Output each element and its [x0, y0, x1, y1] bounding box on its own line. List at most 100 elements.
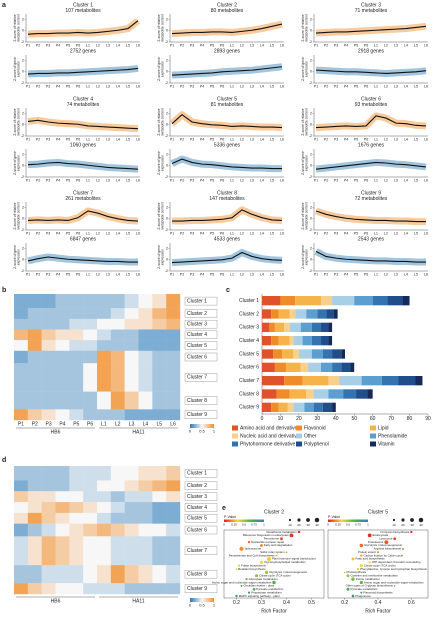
y-tick-label: -2 [309, 228, 312, 232]
x-tick-label: P5 [210, 231, 214, 235]
x-tick-label: L2 [384, 272, 388, 276]
term-label: Betalain biosynthesis [238, 567, 266, 571]
category-label: Cluster 4 [239, 338, 259, 344]
x-tick-label: P4 [344, 272, 348, 276]
heatmap-cell [69, 502, 84, 514]
heatmap-cell [55, 363, 70, 392]
group-label: HA11 [132, 598, 144, 604]
heatmap-cell [138, 350, 153, 364]
heatmap-cell [14, 466, 29, 481]
x-tick-label: P5 [66, 84, 70, 88]
term-label: Glycolysis / Gluconeogenesis [269, 570, 307, 574]
x-tick-label: P6 [220, 178, 224, 182]
term-label: Protein export [358, 550, 376, 554]
y-axis-label: metabolite content [17, 108, 21, 136]
cluster-title: Cluster 5 [217, 96, 237, 102]
enrichment-dot [376, 551, 380, 554]
heatmap-cell [124, 318, 139, 330]
bar-segment [284, 376, 303, 386]
bar-segment [276, 389, 290, 399]
heatmap-cell [110, 523, 125, 537]
x-tick-label: L2 [384, 43, 388, 47]
heatmap-cell [124, 409, 139, 421]
size-legend-label: 20 [401, 523, 405, 527]
heatmap-cell [41, 308, 56, 320]
term-label: Arginine biosynthesis [374, 547, 402, 551]
x-tick-label: P3 [46, 43, 50, 47]
x-tick-label: L3 [106, 178, 110, 182]
legend-label: Phytohormone derivative [240, 441, 296, 447]
heatmap-cell [166, 350, 181, 364]
legend-swatch [296, 433, 302, 439]
x-tick-label: L1 [374, 231, 378, 235]
bar-segment [293, 402, 305, 412]
x-tick-label: P6 [76, 84, 80, 88]
enrichment-dot [367, 533, 372, 538]
x-tick-label: P5 [354, 272, 358, 276]
x-tick-label: P5 [66, 137, 70, 141]
x-tick-label: L3 [394, 272, 398, 276]
y-axis-label: metabolite content [161, 108, 165, 136]
x-tick-label: P2 [180, 231, 184, 235]
metabolite-count: 71 metabolites [355, 8, 388, 14]
heatmap-cell [55, 466, 70, 481]
x-tick-label: P2 [324, 137, 328, 141]
bar-segment [354, 296, 373, 306]
profile-mean [27, 210, 139, 222]
pvalue-tick-label: 1 [263, 522, 265, 526]
x-tick-label: P2 [180, 178, 184, 182]
x-tick-label: P3 [334, 178, 338, 182]
x-tick-label: 50 [351, 416, 357, 422]
x-tick-label: L2 [96, 84, 100, 88]
enrichment-dot [245, 578, 248, 581]
x-tick-label: L3 [394, 231, 398, 235]
x-tick-label: P3 [46, 231, 50, 235]
x-tick-label: P1 [26, 84, 30, 88]
x-tick-label: P6 [220, 43, 224, 47]
legend-label: Flavonoid [304, 425, 326, 431]
category-label: Cluster 3 [239, 325, 259, 331]
x-tick-label: L2 [384, 178, 388, 182]
bar-segment [280, 296, 296, 306]
x-tick-label: L1 [86, 178, 90, 182]
heatmap-cell [166, 294, 181, 309]
y-tick-label: -2 [309, 175, 312, 179]
heatmap-cell [97, 583, 112, 595]
x-tick-label: L6 [136, 231, 140, 235]
bar-segment [356, 389, 368, 399]
x-tick-label: L6 [424, 178, 428, 182]
heatmap-cell [124, 502, 139, 514]
heatmap-cell [97, 308, 112, 320]
term-label: Plant hormone signal transduction [272, 557, 316, 561]
x-tick-label: L5 [414, 84, 418, 88]
heatmap-cell [41, 340, 56, 351]
heatmap-cell [41, 409, 56, 421]
heatmap-cell [97, 491, 112, 503]
profile-mean [315, 69, 427, 75]
x-tick-label: L1 [230, 43, 234, 47]
cluster-label: Cluster 8 [187, 398, 207, 404]
heatmap-cell [14, 294, 29, 309]
heatmap-cell [27, 583, 42, 595]
cluster-label: Cluster 4 [187, 332, 207, 338]
x-tick-label: L4 [116, 272, 120, 276]
heatmap-cell [41, 329, 56, 341]
y-tick-label: 2 [310, 18, 312, 22]
x-tick-label: P2 [36, 137, 40, 141]
pvalue-tick-label: 0.25 [231, 522, 237, 526]
term-label: Lysosome [379, 537, 392, 541]
heatmap-cell [97, 466, 112, 481]
gene-count: 2543 genes [358, 236, 385, 242]
plot-frame [327, 529, 429, 599]
heatmap-cell [83, 583, 98, 595]
x-tick-label: P5 [210, 43, 214, 47]
x-tick-label: L3 [250, 43, 254, 47]
heatmap-cell [27, 363, 42, 392]
heatmap-cell [69, 491, 84, 503]
legend-swatch [232, 425, 238, 431]
x-tick-label: P4 [56, 137, 60, 141]
term-label: Citrate cycle (TCA cycle) [259, 574, 291, 578]
bar-segment [278, 309, 290, 319]
x-tick-label: L4 [116, 43, 120, 47]
